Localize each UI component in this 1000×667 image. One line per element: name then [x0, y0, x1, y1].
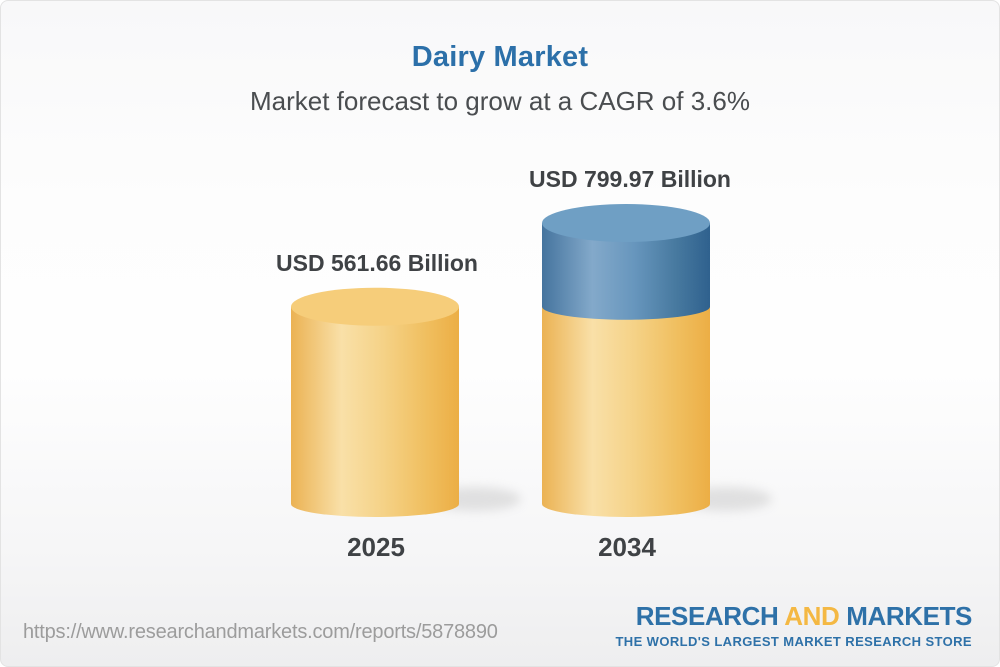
- value-label-2025: USD 561.66 Billion: [276, 250, 478, 276]
- cylinder-2034-base-segment: [542, 306, 710, 517]
- footer-url[interactable]: https://www.researchandmarkets.com/repor…: [23, 621, 498, 643]
- category-label-2034: 2034: [598, 532, 656, 562]
- brand-word-research: RESEARCH: [635, 601, 779, 631]
- cylinder-2034-growth-segment: [542, 223, 710, 320]
- brand-logo-tagline: THE WORLD'S LARGEST MARKET RESEARCH STOR…: [615, 633, 972, 649]
- brand-word-and: AND: [784, 601, 840, 631]
- value-label-2034: USD 799.97 Billion: [529, 166, 731, 192]
- brand-logo-wordmark: RESEARCH AND MARKETS: [615, 601, 973, 631]
- cylinder-2034-top: [542, 204, 710, 242]
- chart-subtitle: Market forecast to grow at a CAGR of 3.6…: [250, 86, 750, 116]
- brand-logo: RESEARCH AND MARKETS THE WORLD'S LARGEST…: [615, 602, 972, 649]
- category-label-2025: 2025: [347, 532, 405, 562]
- brand-word-markets: MARKETS: [846, 601, 972, 631]
- cylinder-2025-top: [291, 287, 459, 326]
- page-title: Dairy Market: [411, 41, 589, 73]
- cylinder-2025-body: [291, 306, 459, 517]
